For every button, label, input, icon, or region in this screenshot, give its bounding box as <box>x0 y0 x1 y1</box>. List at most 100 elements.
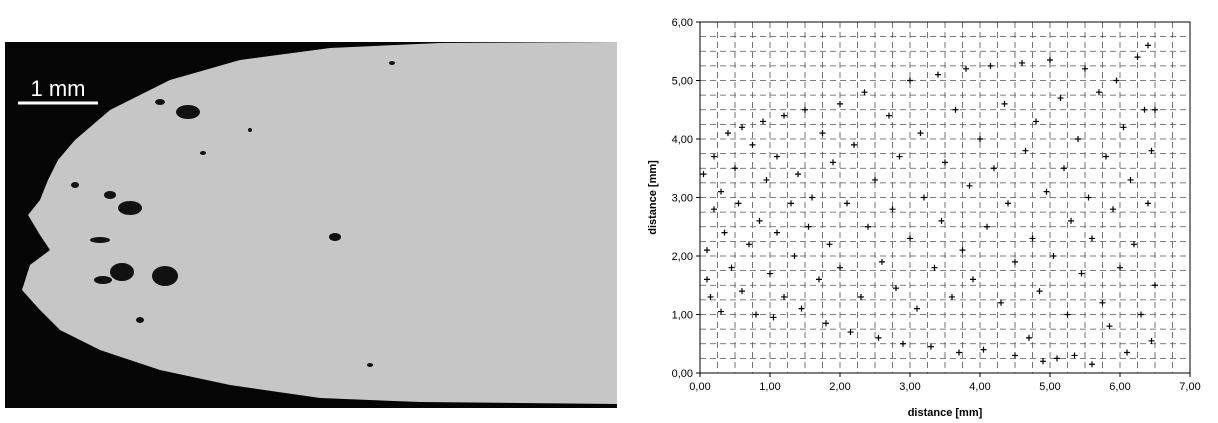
specimen <box>22 42 617 404</box>
point <box>781 293 787 300</box>
point <box>816 276 822 283</box>
point <box>851 141 857 148</box>
point <box>760 118 766 125</box>
point <box>1033 118 1039 125</box>
point <box>935 71 941 78</box>
point <box>721 229 728 236</box>
y-tick-label: 3,00 <box>672 193 693 205</box>
point <box>770 314 777 321</box>
point <box>952 106 959 113</box>
point <box>823 320 829 327</box>
point <box>858 293 864 300</box>
point <box>711 206 717 213</box>
point <box>980 346 987 353</box>
point <box>893 285 899 292</box>
point <box>1089 361 1095 368</box>
point <box>739 124 745 131</box>
point <box>735 200 742 207</box>
point <box>1099 299 1106 306</box>
point <box>886 112 892 119</box>
point <box>791 253 798 259</box>
point <box>781 112 787 119</box>
point <box>700 171 707 178</box>
point <box>987 62 994 69</box>
point <box>1120 124 1127 131</box>
point <box>1036 288 1043 295</box>
point <box>753 311 759 318</box>
x-tick-label: 5,00 <box>1039 381 1060 393</box>
point <box>1145 42 1151 49</box>
point <box>1012 258 1018 265</box>
point <box>1103 153 1109 160</box>
point <box>707 293 714 300</box>
point <box>1082 65 1088 72</box>
point <box>1148 337 1155 344</box>
point <box>728 264 735 271</box>
point <box>907 235 913 242</box>
point <box>875 334 882 341</box>
point <box>889 206 896 213</box>
point <box>1071 352 1078 359</box>
point <box>802 106 808 113</box>
x-axis-label: distance [mm] <box>908 407 983 419</box>
y-tick-label: 1,00 <box>672 310 693 322</box>
point <box>942 159 948 166</box>
point <box>1022 147 1029 154</box>
point <box>718 188 724 195</box>
point <box>837 100 843 107</box>
x-tick-label: 6,00 <box>1109 381 1130 393</box>
scale-label: 1 mm <box>31 76 86 101</box>
point <box>984 223 990 230</box>
point <box>1127 176 1134 183</box>
point <box>1117 264 1123 271</box>
point <box>1064 311 1071 318</box>
point <box>1106 323 1113 330</box>
point <box>991 165 997 172</box>
pores <box>71 61 395 367</box>
x-tick-label: 2,00 <box>829 381 850 393</box>
point <box>774 153 780 160</box>
point <box>1145 200 1151 207</box>
point <box>805 223 812 230</box>
x-tick-label: 0,00 <box>689 381 710 393</box>
point <box>704 247 710 254</box>
point <box>1029 235 1036 242</box>
point <box>1131 241 1137 248</box>
x-tick-label: 3,00 <box>899 381 920 393</box>
point <box>900 340 906 347</box>
point <box>914 305 920 312</box>
point <box>837 264 843 271</box>
point <box>1005 200 1011 207</box>
x-tick-label: 4,00 <box>969 381 990 393</box>
y-tick-label: 0,00 <box>672 368 693 380</box>
point <box>956 349 962 356</box>
point <box>966 182 973 189</box>
point <box>826 241 833 248</box>
y-tick-label: 6,00 <box>672 17 693 29</box>
point <box>921 194 927 201</box>
point <box>896 153 903 160</box>
point <box>1061 165 1067 172</box>
y-axis-label: distance [mm] <box>647 160 659 235</box>
point <box>844 200 850 207</box>
point <box>1050 253 1057 259</box>
point <box>847 329 854 336</box>
point <box>1012 352 1018 359</box>
point <box>931 264 938 271</box>
point <box>1068 217 1074 224</box>
point <box>1019 59 1025 66</box>
point <box>1141 106 1148 113</box>
y-tick-label: 2,00 <box>672 251 693 263</box>
point <box>819 130 826 137</box>
point <box>1148 147 1155 154</box>
point <box>907 77 913 84</box>
x-tick-label: 1,00 <box>759 381 780 393</box>
point <box>959 247 966 254</box>
x-tick-label: 7,00 <box>1179 381 1200 393</box>
point <box>998 299 1004 306</box>
point <box>879 258 885 265</box>
point <box>1089 235 1095 242</box>
point <box>763 176 770 183</box>
point <box>1096 89 1102 96</box>
